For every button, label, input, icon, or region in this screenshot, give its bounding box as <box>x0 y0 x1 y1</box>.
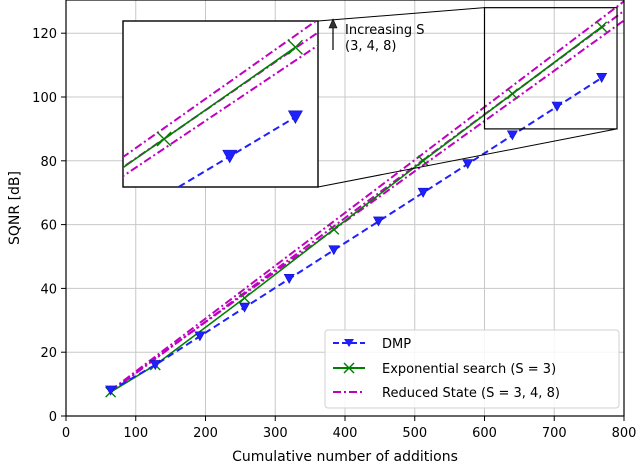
y-tick-label: 20 <box>40 346 57 361</box>
zoom-inset <box>122 7 618 188</box>
x-tick-label: 400 <box>333 426 358 441</box>
x-tick-label: 200 <box>193 426 218 441</box>
legend: DMP Exponential search (S = 3) Reduced S… <box>324 329 620 409</box>
annotation-increasing-s: Increasing S (3, 4, 8) <box>328 18 425 54</box>
x-tick-label: 0 <box>62 426 70 441</box>
plot-series <box>105 0 624 398</box>
x-tick-label: 500 <box>402 426 427 441</box>
x-axis-ticks: 0 100 200 300 400 500 600 700 800 <box>62 416 637 441</box>
grid <box>65 0 625 417</box>
x-tick-label: 700 <box>542 426 567 441</box>
y-tick-label: 60 <box>40 219 57 234</box>
legend-dmp: DMP <box>382 337 411 352</box>
x-axis-label: Cumulative number of additions <box>232 449 458 465</box>
y-tick-label: 0 <box>49 410 57 425</box>
x-tick-label: 800 <box>612 426 637 441</box>
y-axis-label: SQNR [dB] <box>7 171 23 245</box>
y-tick-label: 100 <box>32 91 57 106</box>
x-tick-label: 300 <box>263 426 288 441</box>
legend-exp: Exponential search (S = 3) <box>382 362 556 377</box>
y-tick-label: 120 <box>32 27 57 42</box>
legend-rs: Reduced State (S = 3, 4, 8) <box>382 386 560 401</box>
triangle-down-icon <box>344 339 354 347</box>
x-tick-label: 100 <box>123 426 148 441</box>
x-marker-icon <box>343 362 355 374</box>
svg-text:Increasing S: Increasing S <box>345 23 425 38</box>
arrow-up-icon <box>328 18 338 29</box>
svg-text:(3, 4, 8): (3, 4, 8) <box>345 39 397 54</box>
y-axis-ticks: 0 20 40 60 80 100 120 <box>32 27 66 425</box>
y-tick-label: 80 <box>40 155 57 170</box>
y-tick-label: 40 <box>40 282 57 297</box>
x-tick-label: 600 <box>472 426 497 441</box>
